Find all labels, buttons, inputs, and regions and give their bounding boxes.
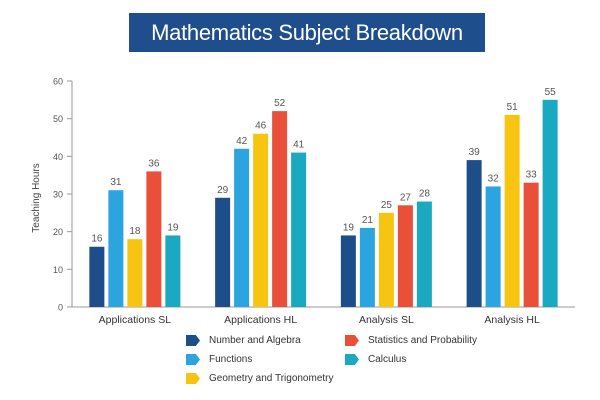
bar — [127, 239, 143, 307]
data-label: 51 — [507, 102, 519, 113]
bar — [165, 235, 181, 307]
bar — [291, 152, 307, 307]
y-tick-label: 50 — [53, 114, 63, 124]
y-axis-title: Teaching Hours — [31, 163, 42, 232]
data-label: 27 — [400, 192, 412, 203]
bar — [340, 235, 356, 307]
data-label: 55 — [545, 87, 557, 98]
bar — [416, 201, 432, 307]
bar — [397, 205, 413, 307]
chart-title-banner: Mathematics Subject Breakdown — [129, 13, 485, 52]
bar — [359, 227, 375, 307]
data-label: 39 — [469, 147, 481, 158]
data-label: 36 — [148, 158, 160, 169]
data-label: 42 — [236, 136, 248, 147]
data-label: 46 — [255, 121, 267, 132]
data-label: 19 — [343, 222, 355, 233]
x-tick-label: Applications SL — [99, 314, 172, 326]
data-label: 33 — [526, 170, 538, 181]
data-label: 16 — [91, 234, 103, 245]
chart-title: Mathematics Subject Breakdown — [151, 19, 463, 45]
bar — [253, 133, 269, 307]
bar — [523, 182, 539, 307]
bar — [215, 197, 231, 307]
y-tick-label: 0 — [58, 303, 63, 313]
data-label: 21 — [362, 215, 374, 226]
x-tick-label: Analysis HL — [484, 314, 540, 326]
data-label: 32 — [488, 173, 500, 184]
data-label: 29 — [217, 185, 229, 196]
y-tick-label: 40 — [53, 152, 63, 162]
bar — [485, 186, 501, 307]
data-label: 28 — [419, 189, 431, 200]
bar — [378, 212, 394, 307]
data-label: 25 — [381, 200, 393, 211]
bar — [542, 99, 558, 307]
data-label: 19 — [167, 222, 179, 233]
bar — [146, 171, 162, 307]
data-label: 41 — [293, 140, 305, 151]
data-label: 31 — [110, 177, 122, 188]
bar — [466, 160, 482, 307]
bar — [234, 148, 250, 307]
y-tick-label: 60 — [53, 77, 63, 87]
y-tick-label: 10 — [53, 265, 63, 275]
x-tick-label: Applications HL — [224, 314, 297, 326]
data-label: 52 — [274, 98, 286, 109]
bar — [89, 246, 105, 307]
x-tick-label: Analysis SL — [359, 314, 414, 326]
y-tick-label: 20 — [53, 227, 63, 237]
bar — [504, 114, 520, 308]
bar — [272, 111, 288, 307]
y-tick-label: 30 — [53, 190, 63, 200]
bar — [108, 190, 124, 307]
data-label: 18 — [129, 226, 141, 237]
